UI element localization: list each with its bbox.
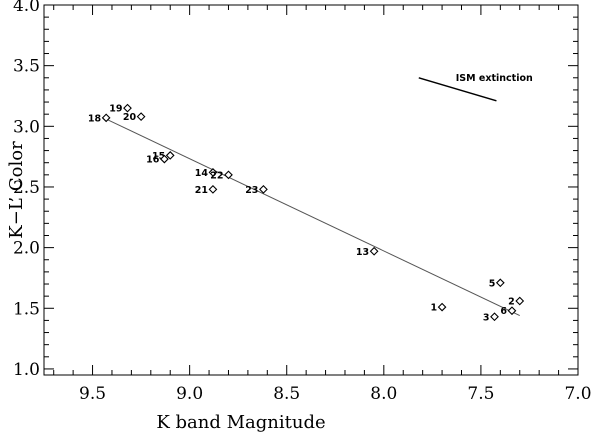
data-point-label: 15 (152, 151, 165, 162)
data-point-label: 5 (489, 278, 496, 289)
data-point-label: 21 (195, 185, 208, 196)
data-point-label: 19 (109, 104, 122, 115)
tick-labels: 9.5 9.0 8.5 8.0 7.5 7.0 1.0 1.5 2.0 2.5 3.0 3.5 4.0 (13, 0, 592, 404)
data-point-label: 1 (430, 303, 437, 314)
data-point (495, 278, 505, 288)
y-tick-label: 2.0 (13, 239, 40, 259)
annotations: ISM extinction (418, 73, 533, 102)
plot-frame (43, 4, 579, 376)
data-point-label: 22 (210, 170, 223, 181)
fit-line (105, 118, 520, 317)
data-point-label: 20 (123, 112, 137, 123)
y-tick-label: 3.0 (13, 117, 40, 137)
x-tick-label: 7.5 (467, 384, 494, 404)
data-point (136, 112, 146, 121)
data-point (515, 296, 525, 306)
ticks (44, 4, 579, 375)
x-tick-label: 8.0 (370, 384, 397, 404)
data-point (507, 306, 517, 316)
y-tick-label: 2.5 (13, 178, 40, 198)
data-point (160, 154, 169, 164)
data-point-label: 6 (500, 306, 507, 317)
y-tick-label: 4.0 (13, 0, 40, 16)
x-tick-label: 9.0 (176, 384, 203, 404)
y-tick-label: 3.5 (13, 57, 40, 77)
x-axis-title: K band Magnitude (156, 412, 325, 433)
y-tick-label: 1.5 (13, 299, 40, 319)
fit-line-group (105, 118, 520, 317)
data-point-label: 13 (356, 247, 369, 258)
x-tick-label: 9.5 (79, 384, 106, 404)
axes (43, 4, 579, 376)
data-point (224, 170, 233, 180)
data-point (165, 151, 175, 160)
ism-extinction-vector (418, 77, 497, 102)
data-point-label: 23 (245, 185, 258, 196)
data-point-label: 2 (508, 297, 515, 308)
data-point-label: 14 (195, 168, 209, 179)
data-point (259, 185, 268, 194)
data-point (101, 113, 111, 123)
data-point (123, 103, 132, 113)
x-tick-label: 7.0 (564, 384, 591, 404)
y-axis-title: K−L’ Color (6, 141, 27, 239)
data-point (208, 168, 218, 177)
data-point (437, 302, 447, 312)
ism-extinction-label: ISM extinction (456, 73, 533, 84)
y-tick-label: 1.0 (13, 360, 40, 380)
data-point-label: 3 (483, 312, 490, 323)
data-point (490, 312, 499, 322)
data-point (208, 185, 218, 194)
data-point (369, 246, 379, 256)
x-tick-label: 8.5 (273, 384, 300, 404)
data-point-label: 16 (146, 155, 160, 166)
data-point-label: 18 (88, 113, 102, 124)
